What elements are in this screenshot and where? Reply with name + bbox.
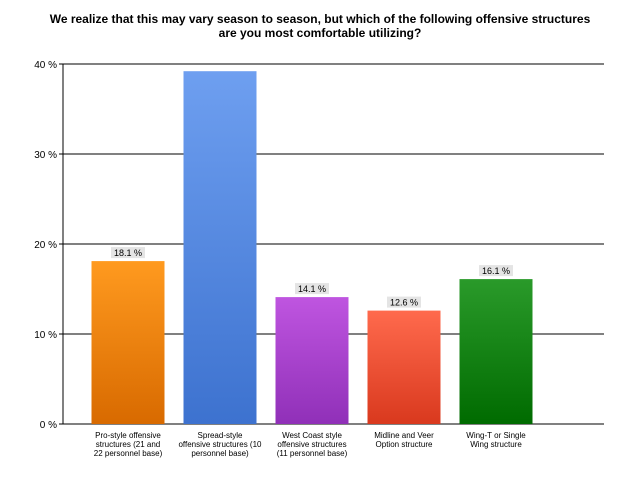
data-label-box — [387, 296, 421, 308]
x-tick-label: West Coast style offensive structures (11 … — [277, 431, 348, 458]
data-label-box — [111, 247, 145, 259]
data-label: 16.1 % — [482, 266, 510, 276]
chart-title-line-1: We realize that this may vary season to … — [49, 12, 591, 26]
bar — [367, 310, 441, 424]
x-tick-label: Midline and Veer Option structure — [374, 431, 434, 449]
data-label-box — [479, 265, 513, 277]
data-label: 12.6 % — [390, 298, 418, 308]
y-tick-label: 40 % — [34, 60, 57, 71]
y-tick-label: 10 % — [34, 330, 57, 341]
chart-title-line-2: are you most comfortable utilizing? — [218, 26, 422, 40]
x-tick-label: Spread-style offensive structures (10 pers… — [178, 431, 262, 458]
chart-title: We realize that this may vary season to … — [0, 12, 640, 40]
bar — [91, 261, 165, 424]
y-tick-label: 20 % — [34, 240, 57, 251]
bar — [275, 297, 349, 424]
bar — [183, 71, 257, 424]
bar — [459, 279, 533, 424]
x-tick-label: Wing-T or Single Wing structure — [466, 431, 526, 449]
data-label: 14.1 % — [298, 284, 326, 294]
y-tick-label: 30 % — [34, 150, 57, 161]
y-tick-label: 0 % — [40, 420, 57, 431]
data-label-box — [295, 283, 329, 295]
x-tick-label: Pro-style offensive structures (21 and 22 … — [94, 431, 163, 458]
data-label: 18.1 % — [114, 248, 142, 258]
